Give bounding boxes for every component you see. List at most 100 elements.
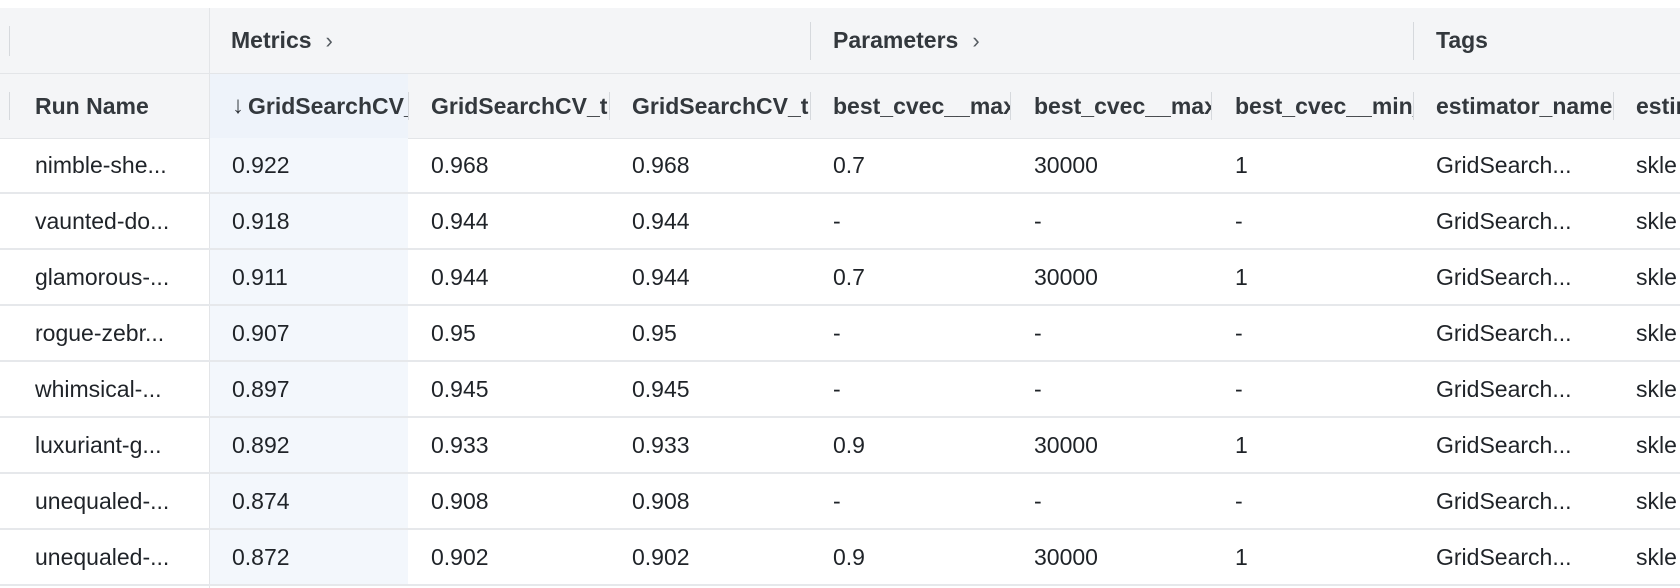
cell-run-name[interactable]: glamorous-... <box>35 263 170 290</box>
header-metric-best-cv-score[interactable]: ↓ GridSearchCV_best_cv_score <box>210 74 408 138</box>
column-resize-handle[interactable] <box>609 92 610 120</box>
column-group-header: Metrics › Parameters › Tags <box>0 8 1680 74</box>
cell-metric: 0.918 <box>210 194 408 248</box>
column-resize-handle[interactable] <box>1413 92 1414 120</box>
group-metrics[interactable]: Metrics › <box>209 8 811 73</box>
cell-tag: GridSearch... <box>1436 319 1572 346</box>
header-tag-estimator-class[interactable]: estimator_class <box>1614 74 1680 138</box>
cell-param: 1 <box>1235 431 1248 458</box>
table-row[interactable]: unequaled-... 0.872 0.902 0.902 0.9 3000… <box>0 530 1680 586</box>
cell-param: 0.9 <box>833 543 865 570</box>
pinned-column-border <box>209 8 210 588</box>
group-divider <box>1413 22 1414 60</box>
table-row[interactable]: rogue-zebr... 0.907 0.95 0.95 - - - Grid… <box>0 306 1680 362</box>
column-resize-handle[interactable] <box>1010 92 1011 120</box>
cell-metric: 0.945 <box>431 375 489 402</box>
cell-param: 30000 <box>1034 263 1098 290</box>
cell-tag: GridSearch... <box>1436 487 1572 514</box>
cell-param: - <box>1034 207 1042 234</box>
cell-param: - <box>1235 319 1243 346</box>
cell-param: 0.7 <box>833 151 865 178</box>
cell-tag: skle <box>1636 375 1677 402</box>
group-tags[interactable]: Tags <box>1414 8 1680 73</box>
header-run-name-label: Run Name <box>35 92 149 119</box>
header-param-max-df[interactable]: best_cvec__max_df <box>811 74 1010 138</box>
cell-metric: 0.911 <box>210 250 408 304</box>
header-param-max-features[interactable]: best_cvec__max_features <box>1012 74 1211 138</box>
cell-param: - <box>1034 319 1042 346</box>
cell-param: - <box>1235 207 1243 234</box>
cell-param: - <box>1034 375 1042 402</box>
cell-metric: 0.95 <box>431 319 476 346</box>
cell-tag: skle <box>1636 263 1677 290</box>
cell-run-name[interactable]: whimsical-... <box>35 375 162 402</box>
table-row[interactable]: whimsical-... 0.897 0.945 0.945 - - - Gr… <box>0 362 1680 418</box>
cell-param: - <box>833 319 841 346</box>
cell-param: - <box>1034 487 1042 514</box>
table-row[interactable]: unequaled-... 0.874 0.908 0.908 - - - Gr… <box>0 474 1680 530</box>
cell-metric: 0.968 <box>632 151 690 178</box>
cell-tag: skle <box>1636 319 1677 346</box>
column-resize-handle[interactable] <box>408 92 409 120</box>
sort-descending-icon: ↓ <box>232 92 244 119</box>
table-row[interactable]: luxuriant-g... 0.892 0.933 0.933 0.9 300… <box>0 418 1680 474</box>
header-label: best_cvec__max_features <box>1034 92 1211 119</box>
cell-run-name[interactable]: nimble-she... <box>35 151 167 178</box>
cell-param: 0.7 <box>833 263 865 290</box>
column-resize-handle[interactable] <box>810 92 811 120</box>
table-row[interactable]: vaunted-do... 0.918 0.944 0.944 - - - Gr… <box>0 194 1680 250</box>
cell-param: - <box>833 487 841 514</box>
cell-metric: 0.874 <box>210 474 408 528</box>
cell-tag: GridSearch... <box>1436 431 1572 458</box>
cell-metric: 0.908 <box>431 487 489 514</box>
cell-tag: skle <box>1636 207 1677 234</box>
cell-param: 30000 <box>1034 431 1098 458</box>
cell-param: - <box>833 207 841 234</box>
cell-param: 0.9 <box>833 431 865 458</box>
header-run-name[interactable]: Run Name <box>13 74 209 138</box>
cell-run-name[interactable]: unequaled-... <box>35 487 170 514</box>
chevron-right-icon[interactable]: › <box>972 27 980 53</box>
cell-metric: 0.902 <box>431 543 489 570</box>
cell-metric: 0.944 <box>632 207 690 234</box>
chevron-right-icon[interactable]: › <box>325 27 333 53</box>
cell-tag: GridSearch... <box>1436 375 1572 402</box>
group-tags-label: Tags <box>1436 27 1488 53</box>
cell-metric: 0.872 <box>210 530 408 584</box>
header-metric-training-accuracy[interactable]: GridSearchCV_training_accuracy <box>409 74 608 138</box>
column-resize-handle[interactable] <box>1211 92 1212 120</box>
cell-run-name[interactable]: luxuriant-g... <box>35 431 162 458</box>
cell-metric: 0.902 <box>632 543 690 570</box>
cell-metric: 0.944 <box>431 263 489 290</box>
cell-metric: 0.908 <box>632 487 690 514</box>
cell-param: 30000 <box>1034 151 1098 178</box>
table-row[interactable]: nimble-she... 0.922 0.968 0.968 0.7 3000… <box>0 138 1680 194</box>
cell-tag: GridSearch... <box>1436 543 1572 570</box>
cell-metric: 0.944 <box>431 207 489 234</box>
cell-run-name[interactable]: vaunted-do... <box>35 207 170 234</box>
table-row[interactable]: glamorous-... 0.911 0.944 0.944 0.7 3000… <box>0 250 1680 306</box>
header-label: estimator_class <box>1636 92 1680 119</box>
cell-tag: GridSearch... <box>1436 263 1572 290</box>
cell-metric: 0.933 <box>431 431 489 458</box>
cell-run-name[interactable]: rogue-zebr... <box>35 319 165 346</box>
column-resize-handle[interactable] <box>1613 92 1614 120</box>
group-metrics-label: Metrics <box>231 27 312 53</box>
header-param-min-df[interactable]: best_cvec__min_df <box>1213 74 1413 138</box>
cell-metric: 0.945 <box>632 375 690 402</box>
cell-tag: GridSearch... <box>1436 207 1572 234</box>
cell-tag: skle <box>1636 431 1677 458</box>
cell-tag: GridSearch... <box>1436 151 1572 178</box>
header-metric-training-f1[interactable]: GridSearchCV_training_f1 <box>610 74 809 138</box>
group-parameters[interactable]: Parameters › <box>811 8 1413 73</box>
cell-run-name[interactable]: unequaled-... <box>35 543 170 570</box>
cell-param: - <box>1235 487 1243 514</box>
cell-param: - <box>1235 375 1243 402</box>
cell-metric: 0.944 <box>632 263 690 290</box>
cell-metric: 0.933 <box>632 431 690 458</box>
header-label: GridSearchCV_training_accuracy <box>431 92 608 119</box>
header-tag-estimator-name[interactable]: estimator_name <box>1414 74 1613 138</box>
left-divider <box>9 26 10 56</box>
cell-tag: skle <box>1636 151 1677 178</box>
header-label: estimator_name <box>1436 92 1613 119</box>
